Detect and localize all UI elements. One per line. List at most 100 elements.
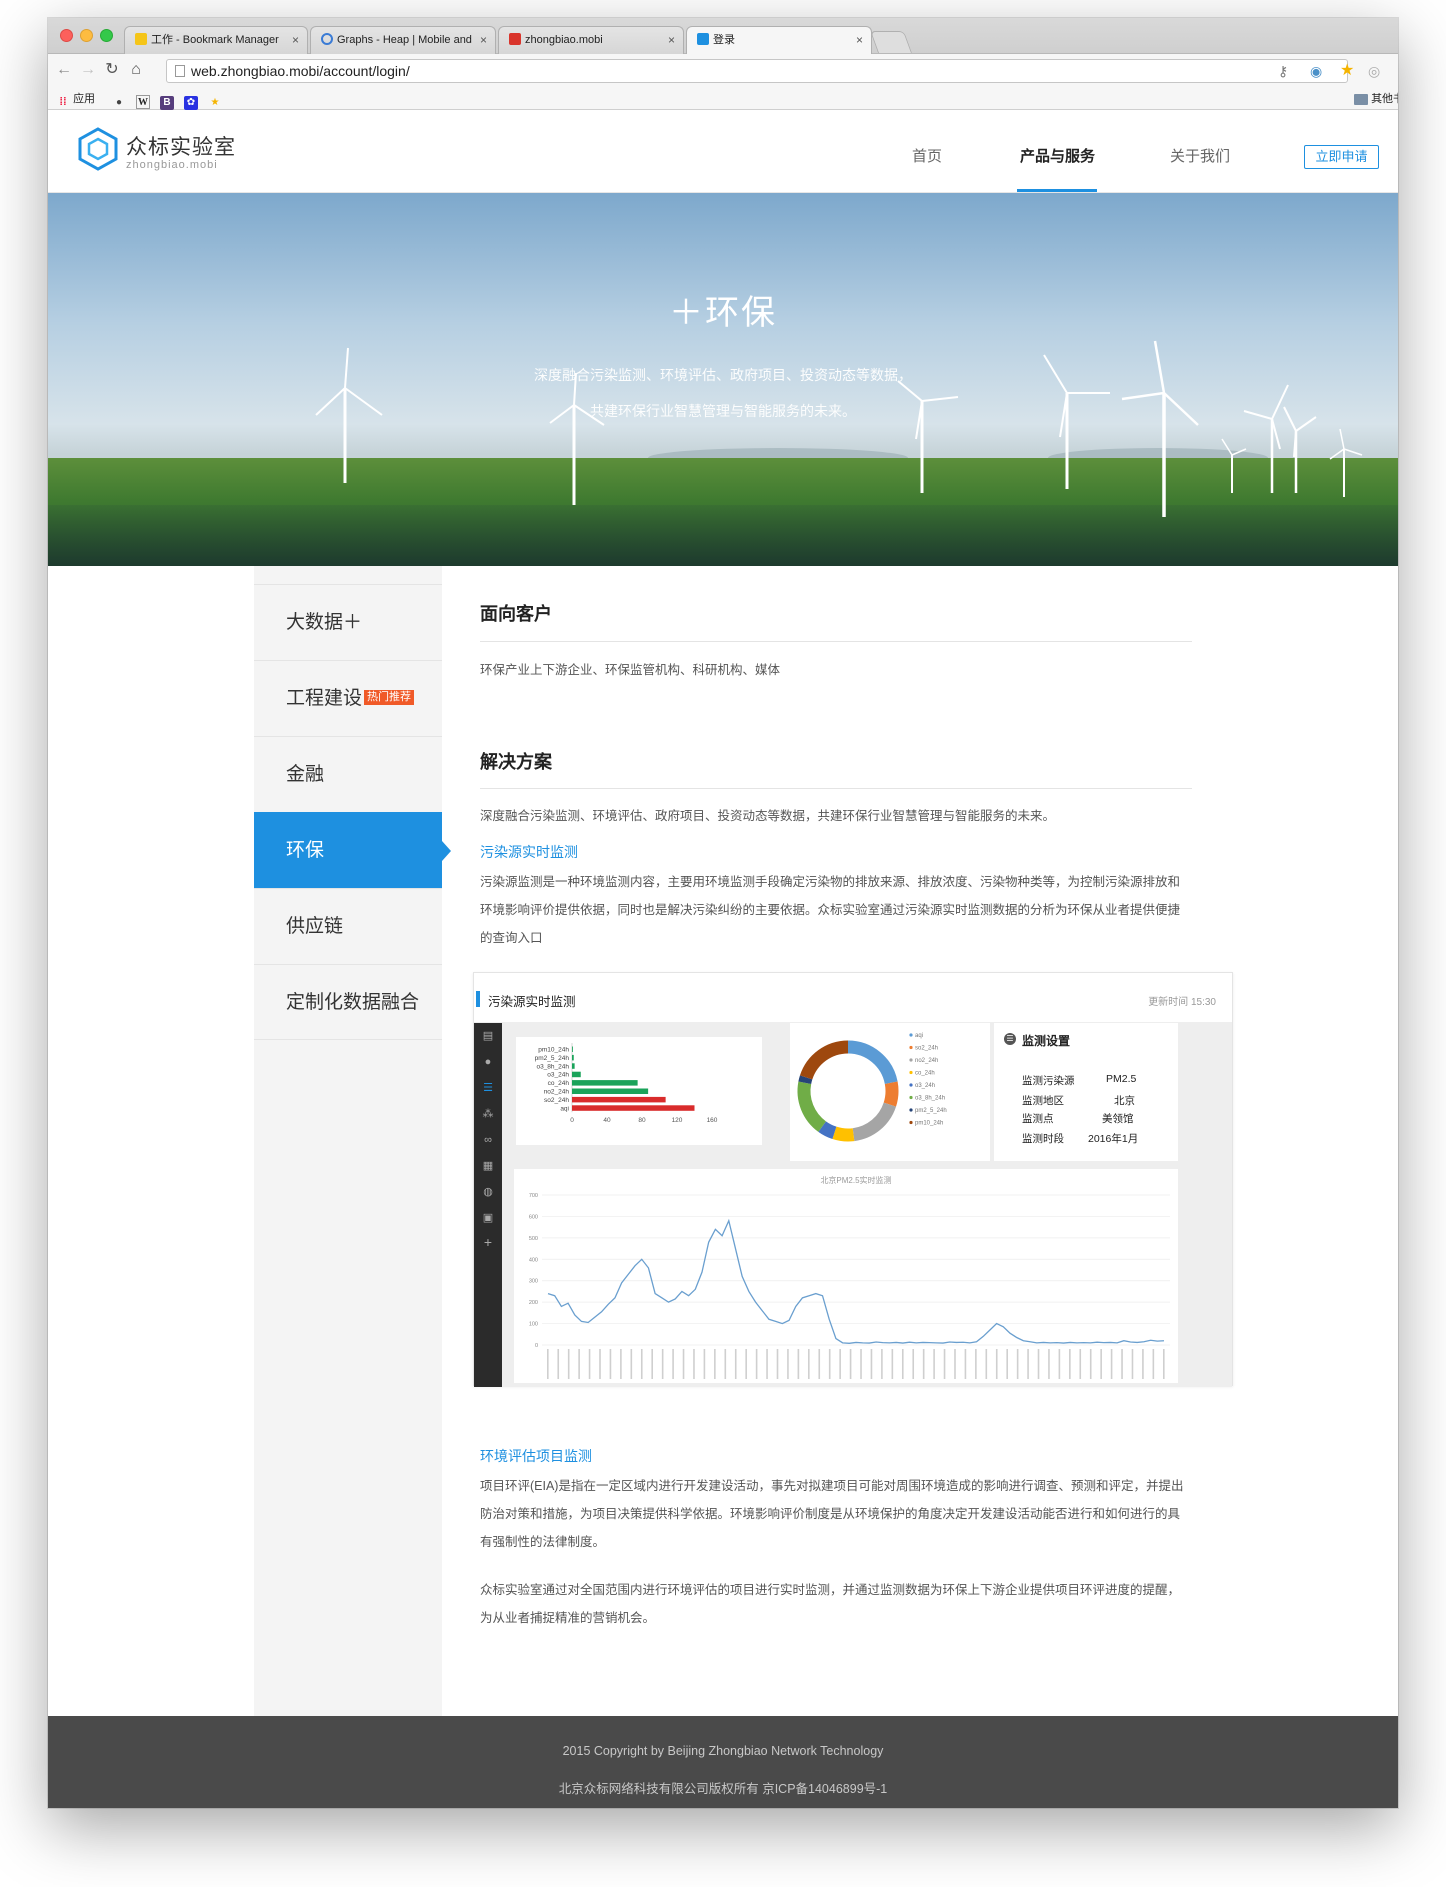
sidebar-item-supply-chain[interactable]: 供应链 xyxy=(254,888,442,964)
address-bar[interactable]: web.zhongbiao.mobi/account/login/ xyxy=(166,59,1348,83)
legend-marker xyxy=(909,1033,913,1037)
divider xyxy=(480,641,1192,642)
x-tick-mark xyxy=(1037,1349,1040,1379)
tab-graphs-heap[interactable]: Graphs - Heap | Mobile and × xyxy=(310,26,496,54)
bar-chart-panel: pm10_24h pm2_5_24h o3_8h_24h o3_24h co_24h no… xyxy=(516,1037,762,1145)
apply-now-button[interactable]: 立即申请 xyxy=(1304,145,1379,169)
tab-bookmark-manager[interactable]: 工作 - Bookmark Manager × xyxy=(124,26,308,54)
x-tick-mark xyxy=(776,1349,779,1379)
settings-gear-icon: ☰ xyxy=(1004,1033,1016,1045)
x-tick-mark xyxy=(630,1349,633,1379)
key-icon[interactable]: ⚷ xyxy=(1278,63,1289,79)
setting-value: 北京 xyxy=(1114,1095,1135,1107)
setting-value: 2016年1月 xyxy=(1088,1133,1139,1145)
x-tick-mark xyxy=(578,1349,580,1379)
y-tick-label: 0 xyxy=(535,1343,538,1349)
back-arrow-icon[interactable]: ← xyxy=(56,61,72,78)
legend-label: o3_8h_24h xyxy=(915,1096,945,1102)
sidebar-item-finance[interactable]: 金融 xyxy=(254,736,442,812)
x-tick-mark xyxy=(609,1349,612,1379)
x-tick-mark xyxy=(651,1349,654,1379)
bar-x-tick-label: 40 xyxy=(603,1117,611,1124)
x-tick-mark xyxy=(901,1349,904,1379)
x-tick-mark xyxy=(964,1349,967,1379)
sidebar-item-construction[interactable]: 工程建设 热门推荐 xyxy=(254,660,442,736)
user-icon[interactable]: ● xyxy=(484,1056,492,1068)
pollution-monitoring-text: 污染源监测是一种环境监测内容，主要用环境监测手段确定污染物的排放来源、排放浓度、… xyxy=(480,875,1181,945)
nav-home[interactable]: 首页 xyxy=(912,148,943,165)
maximize-window-button[interactable] xyxy=(100,29,113,42)
x-tick-mark xyxy=(1006,1349,1008,1379)
close-icon[interactable]: × xyxy=(855,33,863,47)
x-tick-mark xyxy=(1069,1349,1071,1379)
apple-bookmark[interactable]: ● xyxy=(112,91,126,110)
document-icon[interactable]: ▤ xyxy=(482,1030,494,1042)
x-tick-mark xyxy=(933,1349,935,1379)
x-tick-mark xyxy=(881,1349,883,1379)
starred-bookmark[interactable]: ★ xyxy=(208,91,222,110)
legend-label: o3_24h xyxy=(915,1083,935,1089)
hero-banner: ＋环保 深度融合污染监测、环境评估、政府项目、投资动态等数据， 共建环保行业智慧… xyxy=(48,193,1398,566)
minimize-window-button[interactable] xyxy=(80,29,93,42)
plus-icon[interactable]: + xyxy=(483,1234,493,1250)
x-tick-mark xyxy=(1131,1349,1134,1379)
dashboard-sidebar: ▤ ● ☰ ⁂ ∞ ▦ ◍ ▣ + xyxy=(474,1023,502,1387)
nav-products-services[interactable]: 产品与服务 xyxy=(1020,148,1096,165)
site-logo-name[interactable]: 众标实验室 xyxy=(126,136,236,159)
bar xyxy=(572,1071,581,1078)
donut-chart-panel: aqi so2_24h no2_24h co_24h o3_24h o3_8h_24h pm… xyxy=(790,1023,990,1161)
apps-bookmark[interactable]: ⁞⁞ 应用 xyxy=(56,91,95,109)
line-chart-panel: 北京PM2.5实时监测 0 100 200 300 400 500 600 700 xyxy=(514,1169,1178,1383)
close-icon[interactable]: × xyxy=(479,33,487,47)
folder-icon xyxy=(1354,94,1368,105)
x-tick-mark xyxy=(557,1349,560,1379)
y-tick-label: 400 xyxy=(529,1257,538,1263)
bar-category-label: so2_24h xyxy=(544,1097,569,1104)
close-icon[interactable]: × xyxy=(291,33,299,47)
sidebar-item-custom-data-fusion[interactable]: 定制化数据融合 xyxy=(254,964,442,1040)
x-tick-mark xyxy=(818,1349,821,1379)
bar-category-label: no2_24h xyxy=(544,1089,570,1096)
forward-arrow-icon[interactable]: → xyxy=(80,61,96,78)
x-tick-mark xyxy=(661,1349,664,1379)
x-tick-mark xyxy=(943,1349,946,1379)
donut-slice xyxy=(818,1121,837,1140)
bookmark-star-icon[interactable]: ★ xyxy=(1340,62,1355,79)
extension-icon[interactable]: ◎ xyxy=(1368,63,1381,79)
close-window-button[interactable] xyxy=(60,29,73,42)
camera-icon[interactable]: ◉ xyxy=(1310,63,1323,79)
reload-icon[interactable]: ↻ xyxy=(105,61,119,78)
bar xyxy=(572,1046,573,1052)
y-tick-label: 500 xyxy=(529,1236,538,1242)
sliders-icon[interactable]: ☰ xyxy=(483,1082,493,1094)
hexagon-logo-icon[interactable] xyxy=(78,127,118,171)
eia-monitoring-title: 环境评估项目监测 xyxy=(480,1448,592,1464)
x-tick-mark xyxy=(1016,1349,1019,1379)
wikipedia-bookmark[interactable]: W xyxy=(136,91,150,109)
globe-icon[interactable]: ◍ xyxy=(483,1186,493,1198)
tab-zhongbiao[interactable]: zhongbiao.mobi × xyxy=(498,26,684,54)
close-icon[interactable]: × xyxy=(667,33,675,47)
line-chart-title: 北京PM2.5实时监测 xyxy=(820,1175,891,1185)
link-icon[interactable]: ∞ xyxy=(484,1134,492,1146)
sidebar-item-big-data[interactable]: 大数据＋ xyxy=(254,584,442,660)
hierarchy-icon[interactable]: ⁂ xyxy=(482,1108,494,1120)
grid-icon[interactable]: ▦ xyxy=(482,1160,494,1172)
home-icon[interactable]: ⌂ xyxy=(131,61,141,78)
pm25-line-chart: 北京PM2.5实时监测 0 100 200 300 400 500 600 700 xyxy=(529,1175,1170,1379)
dashboard-title: 污染源实时监测 xyxy=(488,995,576,1009)
other-bookmarks[interactable]: 其他书 xyxy=(1354,91,1398,107)
new-tab-button[interactable] xyxy=(869,31,913,53)
bar-x-tick-label: 80 xyxy=(638,1117,646,1124)
tab-login[interactable]: 登录 × xyxy=(686,26,872,54)
bootstrap-bookmark[interactable]: B xyxy=(160,91,174,110)
page-icon xyxy=(175,65,185,77)
legend-marker xyxy=(909,1108,913,1112)
sidebar-item-environment[interactable]: 环保 xyxy=(254,812,451,888)
nav-about-us[interactable]: 关于我们 xyxy=(1170,148,1231,165)
legend-label: so2_24h xyxy=(915,1046,938,1052)
baidu-bookmark[interactable]: ✿ xyxy=(184,91,198,110)
save-icon[interactable]: ▣ xyxy=(482,1212,494,1224)
x-tick-mark xyxy=(1163,1349,1165,1379)
x-tick-mark xyxy=(547,1349,549,1379)
